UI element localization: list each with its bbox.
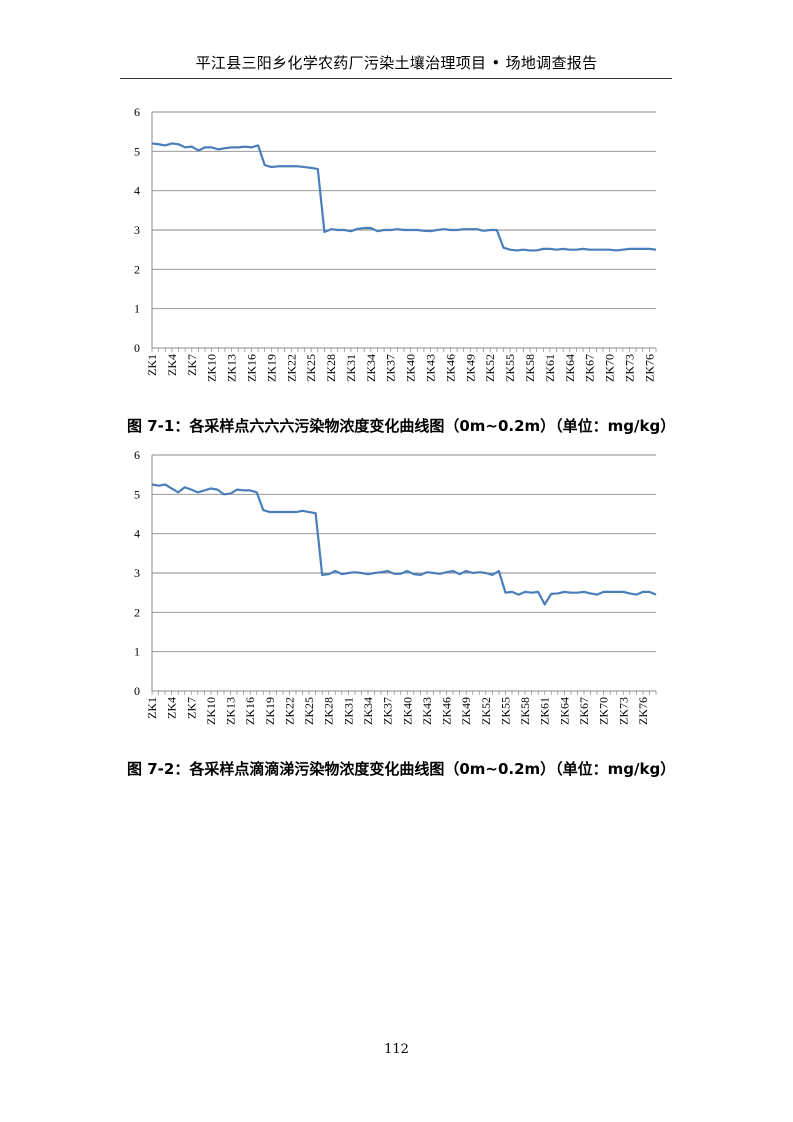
x-tick-label: ZK61 (538, 697, 552, 725)
x-tick-label: ZK1 (145, 697, 159, 719)
x-tick-label: ZK34 (361, 697, 375, 725)
x-tick-label: ZK76 (636, 697, 650, 725)
x-tick-label: ZK67 (583, 354, 597, 382)
x-tick-label: ZK58 (523, 354, 537, 382)
x-tick-label: ZK34 (364, 354, 378, 382)
chart-hch-concentration: 0 1 2 3 4 5 6 ZK1 ZK4 ZK7 ZK10 ZK13 ZK16 ZK19 ZK22 ZK25… (134, 105, 657, 382)
x-tick-label: ZK52 (483, 354, 497, 382)
x-tick-label: ZK4 (165, 697, 179, 719)
series-line (151, 142, 657, 252)
x-tick-label: ZK55 (503, 354, 517, 382)
x-tick-label: ZK49 (463, 354, 477, 382)
x-tick-label: ZK46 (443, 354, 457, 382)
x-tick-label: ZK46 (440, 697, 454, 725)
y-tick-label: 1 (134, 302, 140, 316)
x-tick-label: ZK43 (424, 354, 438, 382)
y-tick-label: 0 (134, 684, 140, 698)
x-tick-label: ZK22 (284, 354, 298, 382)
x-tick-label: ZK64 (563, 354, 577, 382)
x-tick-label: ZK7 (184, 697, 198, 719)
y-tick-label: 1 (134, 645, 140, 659)
x-tick-label: ZK37 (384, 354, 398, 382)
x-tick-label: ZK73 (622, 354, 636, 382)
x-tick-label: ZK70 (603, 354, 617, 382)
x-tick-label: ZK76 (642, 354, 656, 382)
chart-ddt-concentration: 0 1 2 3 4 5 6 ZK1 ZK4 ZK7 ZK10 ZK13 ZK16 ZK19 ZK22 ZK25… (134, 448, 657, 725)
x-tick-label: ZK28 (324, 354, 338, 382)
y-tick-label: 4 (134, 527, 140, 541)
x-tick-label: ZK28 (322, 697, 336, 725)
figure-caption-7-2: 图 7-2：各采样点滴滴涕污染物浓度变化曲线图（0m~0.2m）（单位：mg/k… (127, 760, 676, 778)
y-tick-label: 5 (134, 487, 140, 501)
x-tick-label: ZK13 (224, 697, 238, 725)
y-tick-label: 4 (134, 184, 140, 198)
x-tick-label: ZK7 (185, 354, 199, 376)
page-number: 112 (384, 1042, 409, 1057)
x-tick-label: ZK1 (145, 354, 159, 376)
x-tick-label: ZK13 (225, 354, 239, 382)
x-tick-label: ZK67 (577, 697, 591, 725)
y-tick-label: 0 (134, 341, 140, 355)
x-tick-label: ZK58 (518, 697, 532, 725)
y-tick-label: 5 (134, 144, 140, 158)
x-tick-label: ZK40 (400, 697, 414, 725)
y-tick-label: 3 (134, 566, 140, 580)
y-tick-label: 6 (134, 105, 140, 119)
x-tick-label: ZK25 (304, 354, 318, 382)
x-tick-label: ZK19 (263, 697, 277, 725)
page-header: 平江县三阳乡化学农药厂污染土壤治理项目 • 场地调查报告 (195, 54, 598, 72)
series-line (151, 483, 657, 606)
y-tick-label: 6 (134, 448, 140, 462)
x-tick-label: ZK43 (420, 697, 434, 725)
y-tick-label: 2 (134, 262, 140, 276)
x-tick-label: ZK31 (341, 697, 355, 725)
x-tick-label: ZK73 (616, 697, 630, 725)
x-tick-label: ZK4 (165, 354, 179, 376)
x-tick-label: ZK25 (302, 697, 316, 725)
x-tick-label: ZK40 (404, 354, 418, 382)
figure-caption-7-1: 图 7-1：各采样点六六六污染物浓度变化曲线图（0m~0.2m）（单位：mg/k… (127, 417, 676, 435)
x-tick-label: ZK55 (498, 697, 512, 725)
y-tick-label: 2 (134, 605, 140, 619)
x-tick-label: ZK49 (459, 697, 473, 725)
x-tick-label: ZK16 (244, 354, 258, 382)
x-tick-label: ZK70 (597, 697, 611, 725)
x-tick-label: ZK64 (557, 697, 571, 725)
y-tick-label: 3 (134, 223, 140, 237)
x-tick-label: ZK16 (243, 697, 257, 725)
x-tick-label: ZK37 (381, 697, 395, 725)
header-divider (120, 78, 672, 79)
x-tick-label: ZK52 (479, 697, 493, 725)
x-tick-label: ZK22 (282, 697, 296, 725)
x-tick-label: ZK61 (543, 354, 557, 382)
x-tick-label: ZK10 (204, 697, 218, 725)
x-tick-label: ZK19 (264, 354, 278, 382)
x-tick-label: ZK31 (344, 354, 358, 382)
x-tick-label: ZK10 (205, 354, 219, 382)
